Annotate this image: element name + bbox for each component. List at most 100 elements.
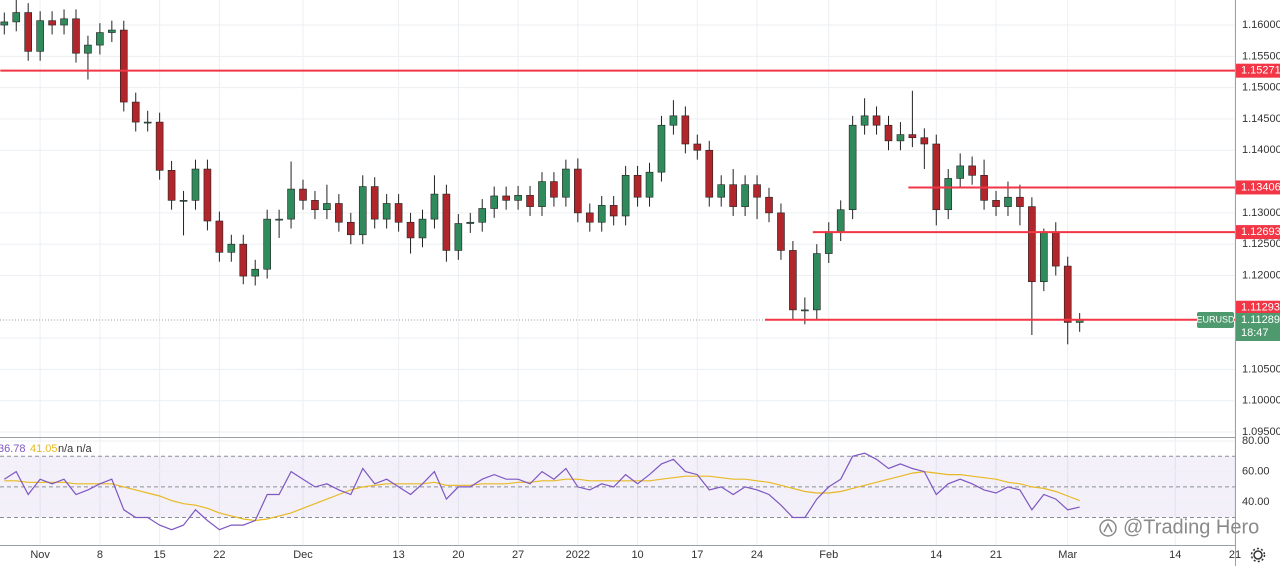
candle-body xyxy=(932,143,941,211)
candle-body xyxy=(681,115,690,145)
candle-body xyxy=(717,184,726,198)
candle-body xyxy=(454,223,463,251)
candle-body xyxy=(956,165,964,179)
candle-body xyxy=(370,186,379,220)
level-label: 1.13406 xyxy=(1241,181,1280,193)
candle-body xyxy=(239,243,248,277)
candle-body xyxy=(382,203,391,220)
level-label-box xyxy=(1236,180,1280,195)
rsi-line xyxy=(3,452,1080,531)
candle-body xyxy=(430,193,439,220)
candle-body xyxy=(347,221,355,236)
candle-body xyxy=(1004,196,1012,207)
level-label-box xyxy=(1236,300,1280,315)
candle-body xyxy=(562,168,570,198)
last-price-box xyxy=(1236,312,1280,341)
logo-mark xyxy=(1103,522,1113,533)
candle-body xyxy=(466,221,475,224)
y-tick-label: 1.14000 xyxy=(1242,144,1280,156)
logo-circle xyxy=(1099,519,1117,537)
y-tick-label: 1.12500 xyxy=(1242,238,1280,250)
candle-body xyxy=(789,250,797,311)
candle-body xyxy=(824,231,833,254)
candle-body xyxy=(669,115,678,126)
candle-body xyxy=(108,29,116,33)
y-tick-label: 1.10500 xyxy=(1242,363,1280,375)
candle-body xyxy=(12,12,21,23)
candle-body xyxy=(227,243,236,253)
candle-body xyxy=(275,218,283,221)
candle-body xyxy=(1028,206,1036,283)
y-tick-label: 1.09500 xyxy=(1242,426,1280,438)
y-tick-label: 1.16000 xyxy=(1242,19,1280,31)
candle-body xyxy=(526,195,534,207)
y-tick-label: 1.13000 xyxy=(1242,207,1280,219)
x-tick-label: 8 xyxy=(97,549,103,561)
candle-body xyxy=(143,121,152,124)
candle-body xyxy=(299,188,307,201)
candle-body xyxy=(609,205,618,217)
x-tick-label: Mar xyxy=(1058,549,1077,561)
candle-body xyxy=(418,218,427,239)
candle-body xyxy=(96,32,104,46)
candle-body xyxy=(908,134,917,139)
y-tick-label: 1.15500 xyxy=(1242,50,1280,62)
candle-body xyxy=(729,184,737,207)
x-tick-label: 14 xyxy=(930,549,942,561)
candle-body xyxy=(1040,231,1048,283)
y-tick-label: 1.12000 xyxy=(1242,269,1280,281)
x-tick-label: 14 xyxy=(1169,549,1181,561)
candle-body xyxy=(944,178,953,211)
candle-body xyxy=(597,205,606,223)
candle-body xyxy=(24,12,32,52)
x-tick-label: Nov xyxy=(30,549,50,561)
candle-body xyxy=(263,218,271,270)
candle-body xyxy=(585,212,594,223)
level-label: 1.12693 xyxy=(1241,226,1280,238)
x-tick-label: Dec xyxy=(293,549,313,561)
candle-body xyxy=(442,193,451,251)
candle-body xyxy=(191,168,200,201)
symbol-label: EURUSD xyxy=(1196,314,1235,324)
candle-body xyxy=(167,169,176,201)
rsi-tick-label: 40.00 xyxy=(1242,496,1270,508)
x-tick-label: 21 xyxy=(990,549,1002,561)
candle-body xyxy=(155,121,164,171)
candle-body xyxy=(36,20,44,52)
x-tick-label: Feb xyxy=(819,549,838,561)
rsi-header: n/a n/a xyxy=(58,443,93,455)
x-tick-label: 20 xyxy=(452,549,464,561)
x-tick-label: 13 xyxy=(392,549,404,561)
candle-body xyxy=(1063,265,1072,323)
gear-ring xyxy=(1253,550,1263,560)
rsi-tick-label: 60.00 xyxy=(1242,465,1270,477)
y-tick-label: 1.14500 xyxy=(1242,113,1280,125)
candle-body xyxy=(896,134,905,142)
countdown-label: 18:47 xyxy=(1241,327,1269,339)
settings-gear[interactable] xyxy=(1250,547,1266,563)
level-label: 1.11293 xyxy=(1241,302,1280,314)
candle-body xyxy=(60,18,68,26)
candle-body xyxy=(514,195,522,201)
candle-body xyxy=(753,184,761,198)
candle-body xyxy=(920,137,929,145)
candle-body xyxy=(705,149,714,198)
candle-body xyxy=(765,196,773,214)
level-label-box xyxy=(1236,225,1280,240)
candle-body xyxy=(848,124,857,211)
candle-body xyxy=(801,309,809,312)
symbol-label-box xyxy=(1197,311,1234,328)
candle-body xyxy=(538,181,546,207)
candle-body xyxy=(633,175,642,198)
candle-body xyxy=(1051,231,1060,267)
candle-body xyxy=(358,186,367,236)
x-tick-label: 17 xyxy=(691,549,703,561)
candle-body xyxy=(323,203,331,211)
candle-body xyxy=(550,181,558,198)
candle-body xyxy=(394,203,403,223)
candle-body xyxy=(287,188,295,220)
x-tick-label: 2022 xyxy=(566,549,590,561)
y-tick-label: 1.15000 xyxy=(1242,82,1280,94)
